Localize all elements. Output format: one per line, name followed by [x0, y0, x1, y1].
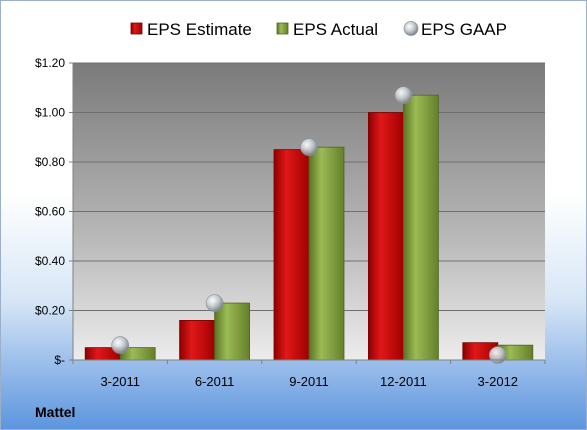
- eps-actual-bar: [214, 302, 251, 361]
- x-tick-label: 12-2011: [380, 374, 427, 389]
- eps-gaap-marker: [488, 346, 507, 364]
- y-tick-label: $1.20: [35, 56, 65, 70]
- y-tick-label: $0.80: [35, 155, 65, 169]
- x-tick-label: 3-2011: [100, 374, 140, 389]
- eps-estimate-bar: [273, 149, 310, 361]
- eps-estimate-bar: [179, 319, 216, 361]
- y-tick-label: $0.20: [35, 304, 65, 318]
- legend-item: EPS Estimate: [130, 20, 252, 39]
- x-tick-label: 6-2011: [195, 374, 235, 389]
- eps-gaap-marker: [300, 138, 318, 156]
- x-axis: 3-2011 6-2011 9-2011 12-2011 3-2012: [72, 359, 546, 389]
- y-tick-label: $0.40: [35, 254, 65, 268]
- eps-gaap-marker: [205, 294, 224, 312]
- legend-swatch: [130, 22, 143, 35]
- legend-item: EPS Actual: [276, 20, 378, 39]
- eps-actual-bar: [308, 146, 345, 361]
- y-tick-label: $-: [54, 353, 65, 367]
- gaap-markers: [111, 86, 507, 364]
- eps-actual-bar: [402, 94, 439, 361]
- company-label: Mattel: [35, 404, 75, 420]
- legend-item: EPS GAAP: [403, 20, 507, 39]
- y-tick-label: $0.60: [35, 205, 65, 219]
- eps-gaap-marker: [394, 86, 413, 105]
- legend-label: EPS Actual: [293, 20, 378, 39]
- bars: [84, 94, 534, 361]
- legend: EPS Estimate EPS Actual EPS GAAP: [130, 20, 507, 39]
- legend-swatch: [403, 21, 419, 36]
- legend-swatch: [276, 22, 289, 35]
- y-tick-label: $1.00: [35, 106, 65, 120]
- x-tick-label: 3-2012: [478, 374, 518, 389]
- legend-label: EPS Estimate: [147, 20, 252, 39]
- eps-estimate-bar: [367, 112, 404, 361]
- legend-label: EPS GAAP: [421, 20, 507, 39]
- x-tick-label: 9-2011: [289, 374, 329, 389]
- eps-gaap-marker: [111, 336, 130, 354]
- y-axis: $- $0.20 $0.40 $0.60 $0.80 $1.00 $1.20: [35, 56, 74, 367]
